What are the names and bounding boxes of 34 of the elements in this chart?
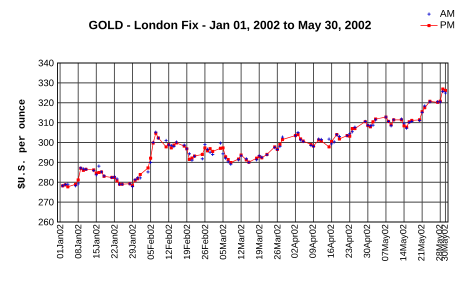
x-tick-label: 09Apr02 xyxy=(309,224,318,258)
x-tick-label: 12Mar02 xyxy=(238,224,244,260)
x-tick-label: 15Jan02 xyxy=(93,224,100,258)
y-axis-title: $U.S. per ounce xyxy=(17,99,27,189)
x-tick-label: 08Jan02 xyxy=(75,224,82,258)
y-tick-label: 270 xyxy=(38,198,54,206)
x-tick-label: 21May02 xyxy=(418,224,426,261)
x-tick-label: 19Mar02 xyxy=(256,224,262,260)
y-tick-label: 320 xyxy=(38,99,54,106)
x-tick-label: 16Apr02 xyxy=(328,224,336,258)
x-tick-label: 23Apr02 xyxy=(346,224,354,258)
x-tick-label: 07May02 xyxy=(382,224,390,261)
x-tick-label: 12Feb02 xyxy=(165,224,172,260)
x-tick-label: 01Jan02 xyxy=(56,224,64,258)
legend-label: PM xyxy=(440,21,454,28)
x-tick-label: 14May02 xyxy=(400,224,408,261)
x-tick-label: 26Mar02 xyxy=(274,224,281,260)
x-tick-label: 05Mar02 xyxy=(220,224,226,260)
y-tick-label: 310 xyxy=(38,119,54,126)
x-tick-label: 29Jan02 xyxy=(129,224,136,258)
y-tick-label: 290 xyxy=(38,159,54,166)
x-tick-label: 22Jan02 xyxy=(111,224,118,258)
legend-label: AM xyxy=(440,10,454,17)
x-tick-label: 30Apr02 xyxy=(364,224,372,258)
y-tick-label: 340 xyxy=(38,60,54,66)
x-tick-label: 26Feb02 xyxy=(202,224,208,260)
y-tick-label: 260 xyxy=(38,218,54,226)
x-tick-label: 05Feb02 xyxy=(147,224,154,260)
chart-title: GOLD - London Fix - Jan 01, 2002 to May 30, 2002 xyxy=(89,20,371,32)
y-tick-label: 330 xyxy=(38,80,54,86)
x-tick-label: 02Apr02 xyxy=(291,224,300,258)
y-tick-label: 300 xyxy=(38,139,54,146)
y-tick-label: 280 xyxy=(38,178,54,186)
x-tick-label: 19Feb02 xyxy=(184,224,190,260)
